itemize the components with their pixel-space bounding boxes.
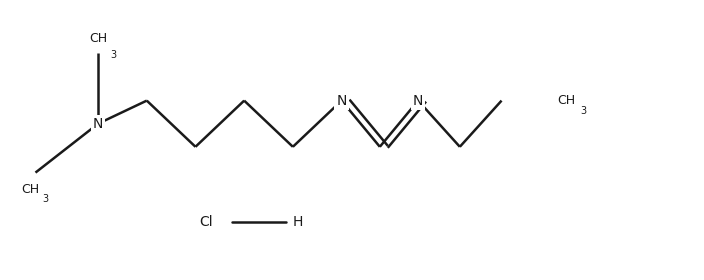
Text: N: N <box>413 94 423 108</box>
Text: CH: CH <box>89 32 107 45</box>
Text: 3: 3 <box>42 194 49 204</box>
Text: 3: 3 <box>111 50 116 60</box>
Text: H: H <box>293 214 303 228</box>
Text: Cl: Cl <box>199 214 213 228</box>
Text: 3: 3 <box>580 106 586 116</box>
Text: N: N <box>93 117 103 131</box>
Text: CH: CH <box>21 183 39 197</box>
Text: CH: CH <box>558 94 575 107</box>
Text: N: N <box>337 94 347 108</box>
